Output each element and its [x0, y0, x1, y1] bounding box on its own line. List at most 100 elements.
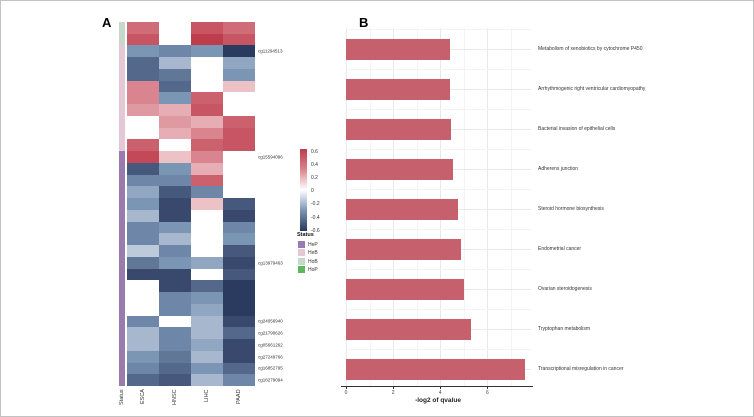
status-strip-segment [119, 104, 125, 117]
bar-chart-horizontal-gridline [346, 29, 531, 30]
heatmap-cell [223, 292, 255, 305]
x-tick-mark [346, 387, 347, 389]
status-strip-segment [119, 68, 125, 82]
x-tick-mark [440, 387, 442, 389]
status-strip-segment [119, 221, 125, 234]
heatmap-cell [127, 339, 159, 352]
heatmap-cell [127, 221, 159, 234]
heatmap-cell [191, 256, 223, 270]
heatmap-cell [159, 327, 191, 340]
status-legend-swatch [298, 266, 305, 274]
heatmap-cell [191, 292, 223, 305]
heatmap-cell [191, 198, 223, 211]
heatmap-cell [159, 57, 191, 70]
heatmap-cell [191, 139, 223, 152]
heatmap-cell [191, 280, 223, 293]
heatmap-cell [159, 68, 191, 82]
bar-category-label: Transcriptional misregulation in cancer [538, 366, 624, 372]
bar-category-label: Ovarian steroidogenesis [538, 286, 592, 292]
status-strip-segment [119, 362, 125, 375]
status-strip-segment [119, 292, 125, 305]
heatmap-cell [223, 209, 255, 223]
status-legend-label: HoB [308, 258, 318, 265]
heatmap-cell [223, 339, 255, 352]
heatmap-cell [191, 327, 223, 340]
colorbar-tick-label: -0.2 [311, 201, 320, 208]
heatmap-cell [127, 209, 159, 223]
bar [346, 38, 450, 60]
heatmap-cell [159, 127, 191, 140]
heatmap-cell [191, 209, 223, 223]
heatmap-cell [191, 115, 223, 129]
colorbar-tick-label: -0.4 [311, 214, 320, 221]
bar [346, 278, 464, 300]
status-strip-segment [119, 209, 125, 223]
heatmap-cell [191, 127, 223, 140]
heatmap-cell [223, 57, 255, 70]
heatmap-row-label: cg15594096 [258, 154, 283, 160]
status-strip-segment [119, 151, 125, 164]
heatmap-cell [191, 151, 223, 164]
heatmap-cell [127, 198, 159, 211]
heatmap-cell [223, 268, 255, 281]
bar-chart-x-axis-title: -log2 of qvalue [415, 397, 461, 404]
heatmap-cell [191, 303, 223, 317]
status-strip-segment [119, 303, 125, 317]
heatmap-cell [223, 22, 255, 35]
heatmap-cell [223, 80, 255, 93]
heatmap-cell [223, 92, 255, 105]
heatmap-cell [127, 92, 159, 105]
panel-a-label: A [102, 15, 112, 30]
heatmap-cell [223, 186, 255, 199]
heatmap-cell [159, 22, 191, 35]
x-tick-mark [393, 387, 395, 389]
heatmap-cell [223, 245, 255, 258]
status-strip-segment [119, 198, 125, 211]
heatmap-cell [159, 374, 191, 387]
heatmap-cell [223, 68, 255, 82]
status-strip-segment [119, 256, 125, 270]
status-strip-segment [119, 115, 125, 129]
status-legend-label: HoP [308, 267, 318, 274]
heatmap-cell [159, 104, 191, 117]
heatmap-cell [127, 350, 159, 363]
heatmap-cell [223, 162, 255, 176]
heatmap-cell [191, 268, 223, 281]
heatmap-cell [159, 245, 191, 258]
heatmap-cell [191, 174, 223, 187]
bar [346, 198, 458, 220]
bar-chart-horizontal-gridline [346, 149, 531, 150]
status-strip-segment [119, 33, 125, 46]
heatmap-cell [159, 268, 191, 281]
heatmap-cell [223, 104, 255, 117]
bar-category-label: Bacterial invasion of epithelial cells [538, 126, 616, 132]
heatmap-row-label: cg05661262 [258, 342, 283, 348]
colorbar-tick-label: 0.4 [311, 161, 318, 168]
bar-chart-vertical-gridline [487, 28, 489, 386]
heatmap-cell [223, 151, 255, 164]
heatmap-cell [223, 221, 255, 234]
heatmap-column-label: ESCA [140, 389, 146, 404]
x-tick-mark [487, 387, 489, 389]
heatmap-cell [127, 68, 159, 82]
bar-category-label: Metabolism of xenobiotics by cytochrome … [538, 46, 643, 52]
status-axis-label: Status [119, 389, 125, 405]
status-strip-segment [119, 233, 125, 246]
heatmap-cell [127, 186, 159, 199]
heatmap-cell [159, 280, 191, 293]
bar-chart-horizontal-gridline [346, 229, 531, 230]
heatmap-cell [127, 374, 159, 387]
heatmap-cell [159, 186, 191, 199]
heatmap-cell [191, 374, 223, 387]
heatmap-cell [127, 22, 159, 35]
heatmap-cell [191, 233, 223, 246]
heatmap-cell [127, 80, 159, 93]
status-strip-segment [119, 327, 125, 340]
heatmap-cell [159, 350, 191, 363]
heatmap-cell [127, 139, 159, 152]
heatmap-cell [159, 80, 191, 93]
heatmap-cell [191, 57, 223, 70]
heatmap-cell [223, 362, 255, 375]
x-tick-label: 2 [391, 390, 395, 396]
